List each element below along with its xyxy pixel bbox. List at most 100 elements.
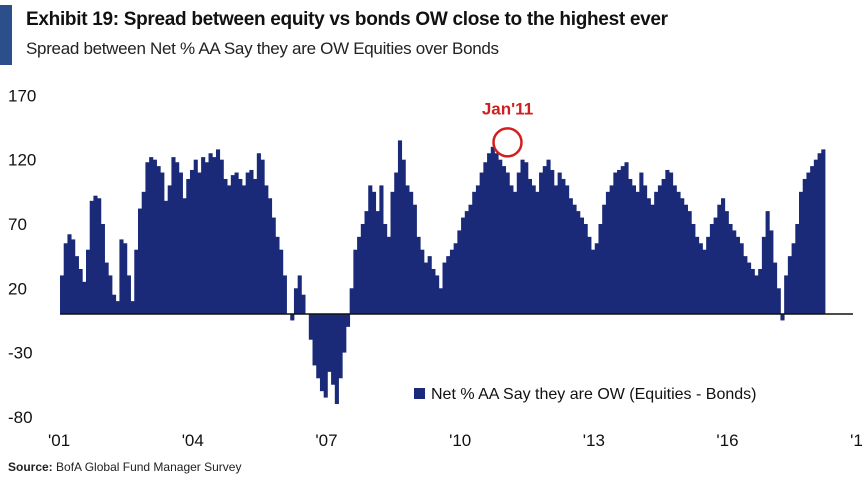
bar: [546, 159, 551, 314]
bar: [249, 169, 254, 314]
bar: [579, 217, 585, 314]
bar: [524, 162, 529, 314]
bar: [513, 191, 518, 314]
bar: [349, 288, 354, 314]
bar: [657, 185, 662, 314]
bar: [472, 191, 477, 314]
bar: [78, 268, 83, 314]
bar: [260, 159, 265, 314]
bar: [654, 191, 659, 314]
bar: [687, 211, 692, 314]
bar: [423, 262, 429, 314]
bar: [747, 262, 752, 314]
bar: [111, 294, 117, 314]
bar: [487, 153, 492, 314]
bar: [483, 162, 488, 314]
bar: [609, 185, 614, 314]
bar: [241, 185, 247, 314]
bar: [643, 185, 648, 314]
bar: [357, 236, 362, 314]
bar: [312, 314, 317, 366]
bar: [130, 301, 135, 314]
bar: [773, 262, 778, 314]
bar: [624, 162, 629, 314]
bar: [167, 185, 172, 314]
bar: [409, 191, 414, 314]
bar: [457, 230, 462, 314]
bar: [680, 198, 685, 314]
bar: [282, 275, 287, 314]
bar: [189, 169, 195, 314]
bar: [126, 275, 131, 314]
bar: [245, 172, 250, 314]
bar: [416, 236, 421, 314]
bar: [520, 159, 525, 314]
annotation-circle: [492, 127, 523, 158]
bar: [639, 172, 644, 314]
bar: [156, 166, 161, 314]
bar: [475, 185, 481, 314]
bar: [683, 204, 688, 314]
bar: [799, 191, 804, 314]
bar: [323, 314, 328, 398]
bar: [63, 243, 68, 314]
bar: [691, 223, 696, 314]
bar: [717, 204, 722, 314]
bar: [780, 314, 785, 321]
bar: [669, 172, 674, 314]
x-tick-label: '07: [315, 431, 337, 450]
bar: [572, 204, 577, 314]
bar: [821, 149, 826, 314]
bar: [628, 178, 633, 314]
bar: [230, 175, 235, 314]
y-tick-label: 70: [8, 215, 27, 234]
bar: [212, 157, 217, 314]
bar: [293, 288, 299, 314]
bar: [505, 172, 510, 314]
bar: [123, 243, 128, 314]
bar: [171, 157, 176, 314]
bar: [676, 191, 681, 314]
bar: [449, 249, 455, 314]
bar: [761, 236, 766, 314]
bar: [163, 200, 169, 314]
bar: [735, 236, 740, 314]
x-tick-label: '13: [583, 431, 605, 450]
bar: [383, 223, 388, 314]
bar: [264, 185, 269, 314]
bar: [201, 157, 206, 314]
bar: [394, 172, 399, 314]
bar: [115, 301, 120, 314]
y-tick-label: 20: [8, 279, 27, 298]
bar: [650, 204, 655, 314]
bar: [301, 294, 306, 314]
bar: [327, 314, 332, 372]
bar: [186, 178, 191, 314]
bar: [557, 172, 562, 314]
bar: [371, 191, 377, 314]
bar: [784, 275, 789, 314]
bar: [405, 185, 410, 314]
bar: [89, 200, 94, 314]
y-tick-label: 120: [8, 151, 36, 170]
bar: [787, 256, 792, 314]
bar: [709, 223, 714, 314]
bar: [739, 243, 744, 314]
bar: [71, 239, 76, 314]
bar: [568, 198, 573, 314]
bar: [535, 191, 540, 314]
bar: [401, 159, 406, 314]
bar: [605, 191, 611, 314]
title-accent-bar: [0, 5, 12, 65]
bar: [613, 172, 618, 314]
bar: [319, 314, 325, 392]
bar: [565, 185, 570, 314]
source-label: Source:: [8, 460, 53, 474]
bar: [631, 185, 636, 314]
bar: [364, 211, 369, 314]
y-tick-label: -80: [8, 408, 33, 427]
x-tick-label: '10: [449, 431, 471, 450]
bar: [223, 178, 228, 314]
x-tick-label: '19: [850, 431, 863, 450]
